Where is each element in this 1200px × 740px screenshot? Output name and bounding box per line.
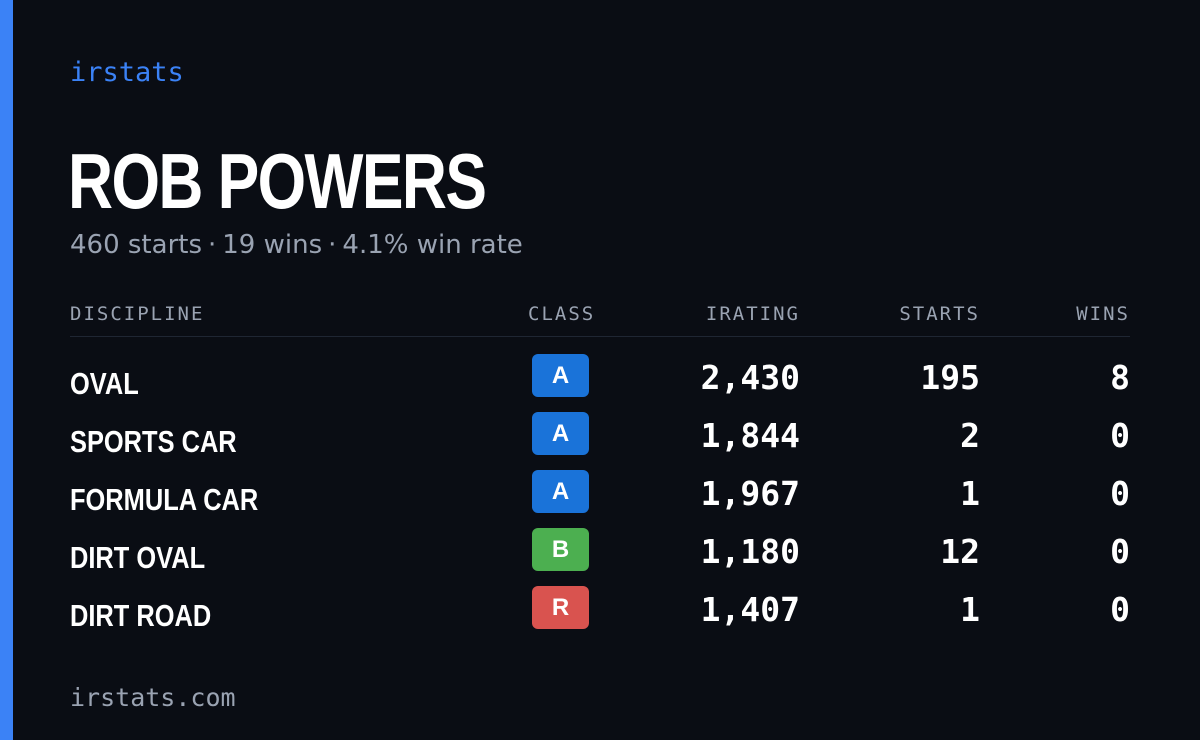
discipline-name: DIRT ROAD — [70, 598, 212, 633]
header-wins: WINS — [1076, 303, 1130, 325]
starts-summary: 460 starts — [70, 230, 202, 260]
class-badge: A — [532, 470, 589, 513]
class-badge: A — [532, 412, 589, 455]
wins-value: 0 — [1110, 474, 1130, 513]
starts-value: 1 — [960, 590, 980, 629]
header-discipline: DISCIPLINE — [70, 303, 205, 325]
stats-table-header: DISCIPLINE CLASS IRATING STARTS WINS — [70, 300, 1130, 337]
driver-summary: 460 starts · 19 wins · 4.1% win rate — [70, 227, 523, 263]
accent-bar — [0, 0, 13, 740]
irating-value: 2,430 — [700, 358, 800, 397]
irating-value: 1,180 — [700, 532, 800, 571]
discipline-name: FORMULA CAR — [70, 482, 259, 517]
starts-value: 12 — [940, 532, 980, 571]
summary-separator: · — [328, 230, 337, 260]
class-badge: R — [532, 586, 589, 629]
stats-table-body: OVAL A 2,430 195 8 SPORTS CAR A 1,844 2 … — [70, 352, 1130, 642]
driver-name: ROB POWERS — [68, 137, 487, 225]
table-row: FORMULA CAR A 1,967 1 0 — [70, 468, 1130, 526]
wins-value: 8 — [1110, 358, 1130, 397]
table-row: DIRT OVAL B 1,180 12 0 — [70, 526, 1130, 584]
wins-summary: 19 wins — [222, 230, 323, 260]
starts-value: 2 — [960, 416, 980, 455]
discipline-name: SPORTS CAR — [70, 424, 237, 459]
class-badge: A — [532, 354, 589, 397]
table-row: OVAL A 2,430 195 8 — [70, 352, 1130, 410]
wins-value: 0 — [1110, 416, 1130, 455]
wins-value: 0 — [1110, 590, 1130, 629]
win-rate-summary: 4.1% win rate — [342, 230, 523, 260]
footer-url: irstats.com — [70, 683, 236, 712]
irating-value: 1,407 — [700, 590, 800, 629]
discipline-name: OVAL — [70, 366, 139, 401]
irating-value: 1,844 — [700, 416, 800, 455]
wins-value: 0 — [1110, 532, 1130, 571]
starts-value: 195 — [920, 358, 980, 397]
header-irating: IRATING — [705, 303, 800, 325]
brand-logo-text: irstats — [70, 57, 184, 88]
discipline-name: DIRT OVAL — [70, 540, 206, 575]
table-row: SPORTS CAR A 1,844 2 0 — [70, 410, 1130, 468]
class-badge: B — [532, 528, 589, 571]
header-class: CLASS — [528, 303, 596, 325]
table-row: DIRT ROAD R 1,407 1 0 — [70, 584, 1130, 642]
summary-separator: · — [208, 230, 217, 260]
irating-value: 1,967 — [700, 474, 800, 513]
header-starts: STARTS — [899, 303, 980, 325]
starts-value: 1 — [960, 474, 980, 513]
